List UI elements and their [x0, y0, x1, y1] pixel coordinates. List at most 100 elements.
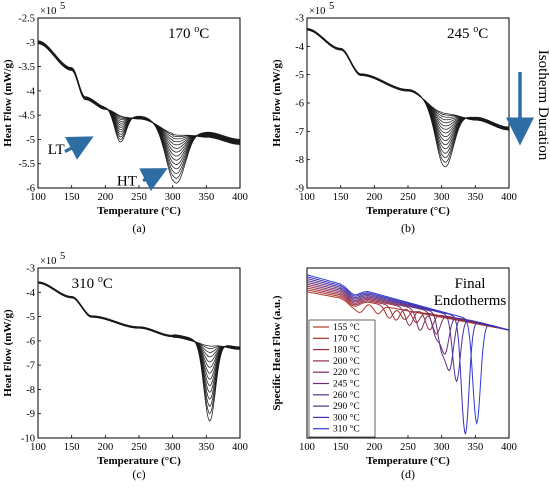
y-tick-label: -6 — [295, 99, 304, 110]
x-tick-label: 300 — [434, 442, 450, 453]
heat-flow-curve — [38, 43, 240, 145]
exponent-label: ×10 — [40, 256, 56, 267]
x-tick-label: 400 — [232, 442, 248, 453]
plot-frame — [37, 267, 241, 439]
annotation-degree: o — [194, 24, 199, 35]
heat-flow-curve — [38, 281, 240, 400]
legend-label: 245 °C — [333, 379, 360, 390]
annotation-value: 310 — [72, 276, 98, 292]
legend-label: 200 °C — [333, 356, 360, 367]
heat-flow-curve — [38, 43, 240, 145]
y-tick-label: -7 — [26, 361, 35, 372]
heat-flow-curve — [307, 29, 509, 131]
y-tick-label: -2.5 — [18, 14, 35, 25]
heat-flow-curve — [307, 29, 509, 131]
y-tick-label: -9 — [26, 409, 35, 420]
x-tick-label: 100 — [299, 442, 315, 453]
heat-flow-curve — [38, 281, 240, 415]
heat-flow-curve — [38, 42, 240, 145]
endotherm-curves — [307, 274, 509, 436]
y-tick-label: -6 — [26, 184, 35, 195]
annotation-unit: C — [199, 26, 209, 42]
x-tick-label: 200 — [97, 442, 113, 453]
panel-caption: (c) — [132, 467, 145, 481]
y-tick-label: -9 — [295, 184, 304, 195]
annotation-line-2: Endotherms — [434, 293, 507, 309]
exponent-power: 5 — [60, 251, 65, 262]
heat-flow-curve — [307, 29, 509, 130]
x-tick-label: 200 — [366, 192, 382, 203]
annotation-value: 245 — [447, 26, 473, 42]
x-axis-label: Temperature (°C) — [97, 455, 181, 467]
heat-flow-curve — [38, 281, 240, 393]
heat-flow-curve — [307, 28, 509, 146]
panel-caption: (d) — [401, 467, 415, 481]
y-tick-label: -3 — [295, 14, 304, 25]
annotation-unit: C — [478, 26, 488, 42]
y-tick-label: -8 — [295, 155, 304, 166]
x-tick-label: 150 — [333, 192, 349, 203]
legend-label: 155 °C — [333, 322, 360, 333]
heat-flow-curve — [38, 282, 240, 350]
panel-c: 100 150 200 250 300 350 400 Temperature (°C) Hea… — [2, 251, 248, 481]
x-tick-label: 250 — [131, 442, 147, 453]
y-tick-label: -3 — [26, 38, 35, 49]
y-tick-label: -4 — [26, 86, 35, 97]
x-tick-label: 100 — [30, 442, 46, 453]
x-tick-label: 400 — [232, 192, 248, 203]
heat-flow-curve — [38, 40, 240, 179]
x-tick-label: 200 — [366, 442, 382, 453]
x-tick-label: 350 — [198, 442, 214, 453]
exponent-label: ×10 — [40, 6, 56, 17]
x-tick-label: 250 — [131, 192, 147, 203]
annotation-unit: C — [103, 276, 113, 292]
x-tick-label: 150 — [64, 192, 80, 203]
legend-label: 220 °C — [333, 367, 360, 378]
heat-flow-curve — [38, 40, 240, 174]
x-tick-label: 350 — [198, 192, 214, 203]
y-tick-label: -4 — [26, 288, 35, 299]
heat-flow-curve — [38, 40, 240, 184]
y-tick-label: -4.5 — [18, 111, 35, 122]
heat-flow-curve — [38, 42, 240, 146]
x-tick-label: 350 — [467, 192, 483, 203]
legend-label: 300 °C — [333, 412, 360, 423]
heat-flow-curve — [307, 29, 509, 130]
y-axis-label: Specific Heat Flow (a.u.) — [271, 295, 283, 411]
heat-flow-curve — [307, 29, 509, 130]
x-tick-label: 150 — [64, 442, 80, 453]
x-axis-label: Temperature (°C) — [97, 205, 181, 217]
curve-family — [38, 40, 240, 184]
heat-flow-curve — [38, 282, 240, 387]
y-tick-label: -3 — [26, 264, 35, 275]
annotation-line-1: Final — [455, 276, 486, 292]
y-tick-label: -7 — [295, 127, 304, 138]
y-axis-label: Heat Flow (mW/g) — [271, 59, 283, 147]
heat-flow-curve — [38, 41, 240, 157]
ht-label: HT — [117, 174, 137, 190]
x-tick-label: 150 — [333, 442, 349, 453]
x-axis-label: Temperature (°C) — [366, 455, 450, 467]
plot-frame — [306, 17, 510, 189]
curve-family — [38, 281, 240, 422]
annotation-value: 170 — [168, 26, 194, 42]
endotherm-curve — [307, 274, 509, 426]
x-tick-label: 350 — [467, 442, 483, 453]
heat-flow-curve — [38, 41, 240, 161]
x-tick-label: 100 — [299, 192, 315, 203]
lt-arrow — [64, 136, 94, 160]
heat-flow-curve — [38, 282, 240, 353]
temperature-annotation: 170 oC — [168, 24, 209, 42]
x-tick-label: 200 — [97, 192, 113, 203]
heat-flow-curve — [307, 29, 509, 130]
heat-flow-curve — [307, 28, 509, 168]
x-tick-label: 250 — [400, 192, 416, 203]
heat-flow-curve — [38, 281, 240, 422]
x-tick-label: 100 — [30, 192, 46, 203]
y-tick-label: -10 — [21, 434, 35, 445]
endotherm-curve — [307, 276, 509, 436]
heat-flow-curve — [38, 281, 240, 407]
x-axis-label: Temperature (°C) — [366, 205, 450, 217]
